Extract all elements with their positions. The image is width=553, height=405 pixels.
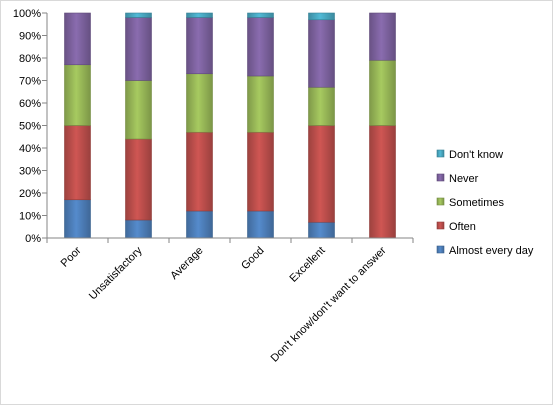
- y-tick-label: 60%: [19, 98, 41, 110]
- bar-segment-often-2: [186, 131, 213, 212]
- bar-segment-sometimes-5: [369, 59, 396, 126]
- category-label: Poor: [59, 244, 84, 269]
- bar-segment-don-t-know-4: [308, 12, 335, 21]
- legend-swatch: [436, 245, 445, 254]
- bar-segment-sometimes-0: [64, 64, 91, 126]
- legend-swatch: [436, 197, 445, 206]
- legend-label: Sometimes: [449, 197, 505, 209]
- legend-label: Often: [449, 221, 476, 233]
- y-tick-label: 10%: [19, 211, 41, 223]
- bar-segment-often-4: [308, 125, 335, 223]
- category-label: Good: [239, 245, 267, 273]
- bar-segment-often-3: [247, 131, 274, 212]
- bar-segment-don-t-know-1: [125, 12, 152, 18]
- category-label: Don't know/don't want to answer: [269, 244, 389, 364]
- plot-area: [64, 12, 396, 239]
- bar-segment-almost-every-day-2: [186, 210, 213, 239]
- category-label: Excellent: [288, 245, 328, 285]
- y-tick-label: 20%: [19, 188, 41, 200]
- category-label: Average: [168, 245, 205, 282]
- y-tick-label: 30%: [19, 166, 41, 178]
- bar-segment-almost-every-day-1: [125, 219, 152, 239]
- x-axis: Poor Unsatisfactory Average Good ExcellentDo…: [46, 237, 414, 365]
- bar-segment-never-0: [64, 12, 91, 66]
- bar-segment-don-t-know-2: [186, 12, 213, 18]
- category-label: Unsatisfactory: [87, 244, 145, 302]
- y-axis: 0% 10% 20% 30% 40% 50% 60% 70% 80% 90% 100%: [13, 8, 48, 245]
- legend: Don't know Never Sometimes Often Almost ever…: [436, 149, 534, 257]
- legend-swatch: [436, 173, 445, 182]
- bar-segment-almost-every-day-4: [308, 221, 335, 239]
- bar-segment-never-3: [247, 17, 274, 77]
- bar-segment-almost-every-day-3: [247, 210, 274, 239]
- y-tick-label: 90%: [19, 31, 41, 43]
- y-tick-label: 0%: [25, 233, 41, 245]
- legend-swatch: [436, 221, 445, 230]
- bar-segment-sometimes-1: [125, 80, 152, 140]
- bar-segment-sometimes-4: [308, 86, 335, 126]
- bar-segment-sometimes-3: [247, 75, 274, 133]
- bar-segment-never-5: [369, 12, 396, 61]
- bar-segment-often-0: [64, 125, 91, 201]
- bar-segment-sometimes-2: [186, 73, 213, 133]
- y-tick-label: 50%: [19, 121, 41, 133]
- bar-segment-often-1: [125, 138, 152, 221]
- bar-segment-never-4: [308, 19, 335, 88]
- y-tick-label: 80%: [19, 53, 41, 65]
- bar-segment-almost-every-day-0: [64, 199, 91, 239]
- bar-segment-don-t-know-3: [247, 12, 274, 18]
- legend-label: Don't know: [449, 149, 503, 161]
- legend-label: Never: [449, 173, 479, 185]
- legend-label: Almost every day: [449, 245, 534, 257]
- y-tick-label: 70%: [19, 76, 41, 88]
- legend-swatch: [436, 149, 445, 158]
- bar-segment-never-2: [186, 17, 213, 75]
- y-tick-label: 40%: [19, 143, 41, 155]
- bar-segment-never-1: [125, 17, 152, 81]
- bar-segment-often-5: [369, 125, 396, 239]
- y-tick-label: 100%: [13, 8, 41, 20]
